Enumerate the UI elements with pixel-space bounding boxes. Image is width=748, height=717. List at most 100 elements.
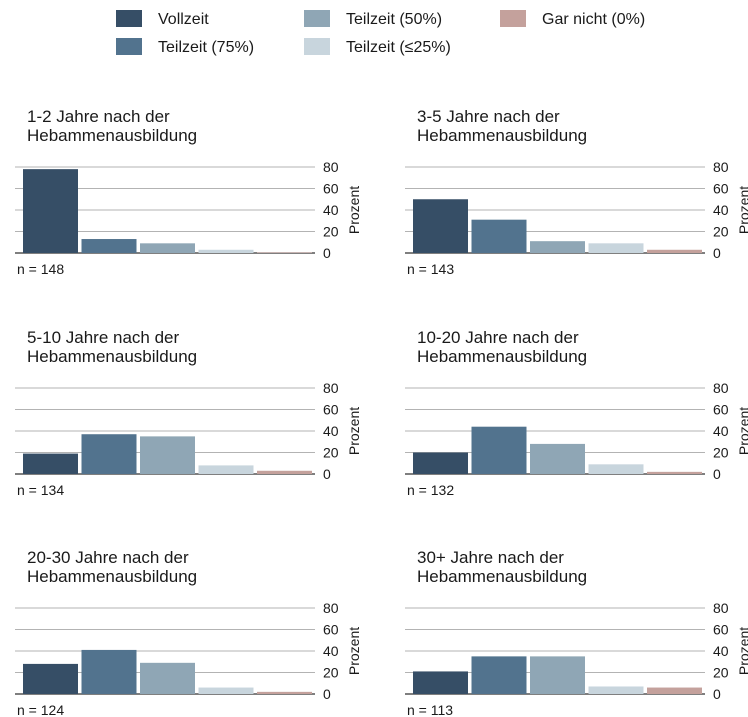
bar-teilzeit-50 [140, 436, 195, 474]
y-tick-label: 0 [713, 466, 721, 482]
y-tick-label: 60 [323, 181, 339, 197]
sample-size-label: n = 113 [407, 702, 453, 717]
y-axis-label: Prozent [346, 186, 362, 234]
bar-teilzeit-50 [530, 241, 585, 253]
panel-title: Hebammenausbildung [27, 126, 197, 145]
panel-title: 30+ Jahre nach der [417, 548, 564, 567]
bar-teilzeit-75 [471, 656, 527, 694]
sample-size-label: n = 143 [407, 261, 454, 277]
bar-gar-nicht-0 [257, 470, 312, 474]
panel-title: 10-20 Jahre nach der [417, 328, 579, 347]
bar-teilzeit-25 [198, 249, 254, 253]
y-tick-label: 40 [323, 643, 339, 659]
y-tick-label: 60 [713, 181, 729, 197]
legend: Vollzeit Teilzeit (75%) Teilzeit (50%) Teil… [116, 10, 645, 56]
bar-teilzeit-75 [81, 434, 137, 474]
y-tick-label: 80 [323, 600, 339, 616]
sample-size-label: n = 148 [17, 261, 64, 277]
legend-label: Teilzeit (≤25%) [346, 39, 451, 56]
y-tick-label: 60 [323, 622, 339, 638]
y-tick-label: 80 [323, 380, 339, 396]
bar-teilzeit-25 [588, 243, 644, 253]
bar-teilzeit-50 [530, 443, 585, 474]
bar-gar-nicht-0 [257, 252, 312, 253]
y-tick-label: 20 [323, 224, 339, 240]
y-tick-label: 20 [323, 665, 339, 681]
y-tick-label: 20 [713, 665, 729, 681]
bar-vollzeit [23, 663, 78, 694]
y-tick-label: 20 [713, 224, 729, 240]
sample-size-label: n = 124 [17, 702, 64, 717]
legend-label: Vollzeit [158, 11, 209, 28]
bar-vollzeit [413, 671, 468, 694]
panel-title: Hebammenausbildung [417, 126, 587, 145]
y-axis-label: Prozent [736, 186, 748, 234]
bar-gar-nicht-0 [647, 249, 702, 253]
y-tick-label: 0 [323, 686, 331, 702]
legend-swatch [304, 38, 330, 55]
legend-label: Teilzeit (75%) [158, 39, 254, 56]
y-tick-label: 80 [713, 380, 729, 396]
panel-title: 1-2 Jahre nach der [27, 107, 170, 126]
y-tick-label: 80 [713, 600, 729, 616]
panel-title: 5-10 Jahre nach der [27, 328, 179, 347]
bar-gar-nicht-0 [647, 687, 702, 694]
y-tick-label: 0 [713, 245, 721, 261]
y-tick-label: 40 [323, 423, 339, 439]
bar-vollzeit [413, 452, 468, 474]
bar-teilzeit-50 [140, 243, 195, 253]
bar-teilzeit-25 [588, 686, 644, 694]
bar-teilzeit-75 [471, 219, 527, 253]
y-axis-label: Prozent [736, 627, 748, 675]
legend-swatch [116, 38, 142, 55]
bar-vollzeit [413, 199, 468, 253]
y-axis-label: Prozent [346, 407, 362, 455]
y-tick-label: 80 [713, 159, 729, 175]
y-tick-label: 0 [323, 466, 331, 482]
bar-teilzeit-75 [81, 239, 137, 253]
y-axis-label: Prozent [736, 407, 748, 455]
bar-teilzeit-25 [198, 687, 254, 694]
y-tick-label: 20 [323, 445, 339, 461]
bar-teilzeit-50 [140, 662, 195, 694]
legend-swatch [304, 10, 330, 27]
sample-size-label: n = 134 [17, 482, 64, 498]
y-tick-label: 60 [713, 622, 729, 638]
y-tick-label: 60 [323, 402, 339, 418]
panel-title: 20-30 Jahre nach der [27, 548, 189, 567]
panel-title: Hebammenausbildung [417, 567, 587, 586]
bar-teilzeit-25 [198, 465, 254, 474]
bar-gar-nicht-0 [647, 471, 702, 474]
panel-title: Hebammenausbildung [27, 567, 197, 586]
y-tick-label: 40 [323, 202, 339, 218]
bar-vollzeit [23, 169, 78, 253]
y-tick-label: 60 [713, 402, 729, 418]
panel-title: 3-5 Jahre nach der [417, 107, 560, 126]
bar-teilzeit-75 [471, 426, 527, 474]
bar-teilzeit-75 [81, 649, 137, 694]
bar-teilzeit-50 [530, 656, 585, 694]
y-tick-label: 20 [713, 445, 729, 461]
panel-title: Hebammenausbildung [27, 347, 197, 366]
legend-label: Teilzeit (50%) [346, 11, 442, 28]
y-tick-label: 80 [323, 159, 339, 175]
legend-swatch [116, 10, 142, 27]
panel-title: Hebammenausbildung [417, 347, 587, 366]
y-tick-label: 40 [713, 643, 729, 659]
y-tick-label: 0 [713, 686, 721, 702]
y-tick-label: 0 [323, 245, 331, 261]
sample-size-label: n = 132 [407, 482, 454, 498]
bar-vollzeit [23, 453, 78, 474]
y-tick-label: 40 [713, 202, 729, 218]
legend-label: Gar nicht (0%) [542, 11, 645, 28]
legend-swatch [500, 10, 526, 27]
bar-teilzeit-25 [588, 464, 644, 474]
y-tick-label: 40 [713, 423, 729, 439]
